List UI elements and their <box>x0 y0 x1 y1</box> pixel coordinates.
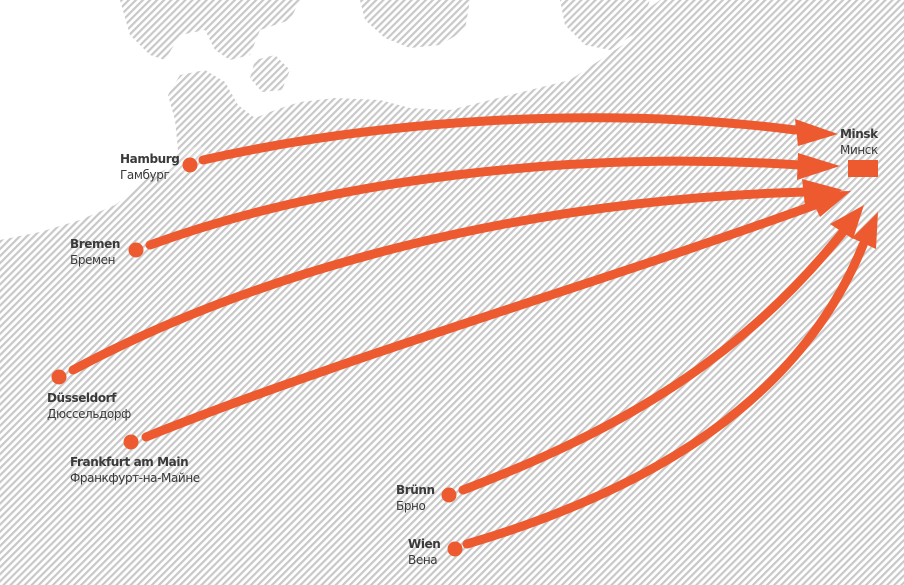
routes <box>68 113 868 549</box>
landmass-hatch-isle <box>250 55 290 92</box>
city-name-ru: Франкфурт-на-Майне <box>70 471 200 485</box>
label-brunn: Brünn Брно <box>396 482 435 514</box>
origin-markers <box>51 157 463 557</box>
landmass-shade <box>150 145 215 175</box>
city-name-de: Wien <box>408 537 441 551</box>
marker-hamburg <box>182 157 198 173</box>
arrowhead-brunn <box>830 205 864 239</box>
city-name-de: Bremen <box>70 237 120 251</box>
arrowhead-bremen <box>797 153 840 180</box>
arrowheads <box>795 119 878 249</box>
city-name-de: Minsk <box>840 127 878 141</box>
marker-bremen <box>128 242 144 258</box>
route-brunn-minsk <box>458 227 848 495</box>
label-frankfurt: Frankfurt am Main Франкфурт-на-Майне <box>70 454 200 486</box>
city-name-ru: Бремен <box>70 253 116 267</box>
label-dusseldorf: Düsseldorf Дюссельдорф <box>47 390 131 422</box>
marker-wien <box>447 541 463 557</box>
city-name-ru: Дюссельдорф <box>47 407 131 421</box>
arrowhead-wien <box>852 212 878 249</box>
marker-dusseldorf <box>51 369 67 385</box>
label-hamburg: Hamburg Гамбург <box>120 151 180 183</box>
label-wien: Wien Вена <box>408 536 441 568</box>
city-name-de: Brünn <box>396 483 435 497</box>
marker-frankfurt <box>123 434 139 450</box>
city-name-de: Düsseldorf <box>47 391 117 405</box>
landmass-hatch-coast <box>360 0 470 48</box>
city-name-de: Frankfurt am Main <box>70 455 189 469</box>
city-name-ru: Минск <box>840 143 878 157</box>
arrowhead-frankfurt <box>808 191 851 217</box>
city-name-de: Hamburg <box>120 152 180 166</box>
route-wien-minsk <box>462 240 868 549</box>
label-bremen: Bremen Бремен <box>70 236 120 268</box>
landmass-hatch-north <box>120 0 300 60</box>
label-minsk: Minsk Минск <box>840 126 878 158</box>
landmass-hatch-coast-2 <box>560 0 650 50</box>
arrowhead-hamburg <box>795 119 838 146</box>
route-hamburg-minsk <box>198 113 800 165</box>
route-frankfurt-minsk <box>141 200 820 442</box>
city-name-ru: Брно <box>396 499 426 513</box>
marker-minsk <box>848 160 878 177</box>
city-name-ru: Вена <box>408 553 438 567</box>
route-bremen-minsk <box>145 156 805 250</box>
city-name-ru: Гамбург <box>120 168 170 182</box>
marker-brunn <box>441 487 457 503</box>
route-dusseldorf-minsk <box>68 187 810 375</box>
